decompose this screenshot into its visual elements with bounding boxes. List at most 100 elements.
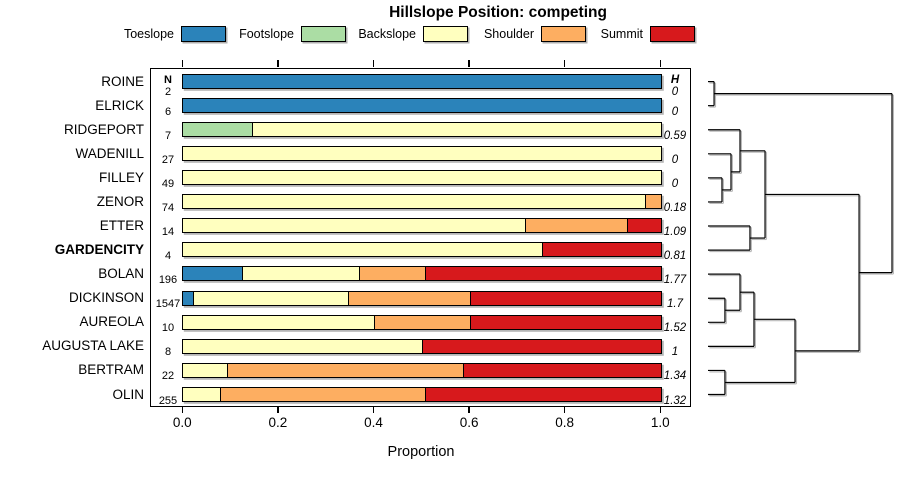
legend-label: Footslope [239,27,294,41]
bar-segment-shoulder [374,315,471,329]
tick-bottom [563,406,566,413]
row-label: AUGUSTA LAKE [42,338,144,354]
n-count: 10 [161,322,175,335]
legend-label: Backslope [358,27,416,41]
h-index: 0 [671,153,679,166]
h-index: 1.52 [663,322,687,335]
x-tick-label: 0.6 [459,415,479,430]
tick-bottom [659,406,662,413]
legend-label: Toeslope [123,27,174,41]
legend-item-shoulder: Shoulder [423,26,586,42]
stacked-bar [182,170,663,186]
row-label: ETTER [99,218,144,234]
row-label: OLIN [112,386,144,402]
stacked-bar [182,122,663,138]
bar-segment-shoulder [524,219,627,233]
bar-segment-shoulder [644,195,662,209]
legend-swatch [650,26,695,42]
tick-top [277,60,279,67]
x-tick-label: 0.0 [172,415,192,430]
chart-title: Hillslope Position: competing [389,4,607,21]
row-label: DICKINSON [68,290,144,306]
bar-segment-shoulder [220,387,425,401]
h-index: 1.09 [663,226,687,239]
stacked-bar [182,146,663,162]
n-count: 196 [158,274,178,287]
bar-segment-backslope [183,243,542,257]
legend-swatch [423,26,468,42]
bar-segment-backslope [183,315,375,329]
tick-bottom [372,406,375,413]
stacked-bar [182,338,663,354]
bar-segment-shoulder [348,291,471,305]
h-index: 1.77 [663,274,687,287]
legend-item-footslope: Footslope [183,26,346,42]
stacked-bar [182,242,663,258]
tick-top [372,60,375,67]
x-tick-label: 0.4 [364,415,383,430]
stacked-bar [182,362,663,378]
stacked-bar [182,97,663,113]
n-count: 1547 [155,298,181,311]
n-count: 8 [164,346,172,359]
legend-swatch [301,26,346,42]
tick-top [659,60,662,67]
bar-segment-backslope [183,339,423,353]
x-axis-title: Proportion [387,444,455,460]
row-label: BERTRAM [78,362,144,378]
bar-segment-summit [470,315,662,329]
bar-segment-backslope [183,171,662,185]
bar-segment-backslope [183,195,645,209]
bar-segment-backslope [251,123,662,137]
h-index: 1.32 [663,394,687,407]
stacked-bar [182,290,663,306]
x-tick-label: 0.8 [555,415,575,430]
n-count: 4 [164,250,172,263]
bar-segment-backslope [183,147,662,161]
legend-item-summit: Summit [532,26,695,42]
bar-segment-shoulder [226,363,464,377]
h-index: 1 [671,346,679,359]
bar-segment-toeslope [183,74,662,88]
row-label: GARDENCITY [54,242,144,258]
stacked-bar [182,218,663,234]
n-count-value: 2 [164,85,172,98]
bar-segment-summit [541,243,662,257]
row-label: FILLEY [98,169,144,185]
n-count: 74 [161,201,175,214]
bar-segment-shoulder [358,267,425,281]
n-count: 255 [158,394,178,407]
h-index: 0.59 [663,129,687,142]
tick-bottom [277,406,279,413]
dendrogram-shadow [709,82,894,397]
n-count: 6 [164,105,172,118]
row-label: ELRICK [95,97,144,113]
h-index-header: H [670,73,680,86]
bar-segment-summit [626,219,662,233]
n-count: 7 [164,129,172,142]
bar-segment-toeslope [183,98,662,112]
h-index: 0 [671,177,679,190]
legend-swatch [181,26,226,42]
bar-segment-backslope [183,219,525,233]
tick-bottom [468,406,470,413]
tick-top [181,60,184,67]
h-index: 1.34 [663,370,687,383]
stacked-bar [182,314,663,330]
row-label: ROINE [101,73,144,89]
bar-segment-summit [470,291,662,305]
legend-item-backslope: Backslope [305,26,468,42]
stacked-bar [182,266,663,282]
h-index-value: 0 [671,85,679,98]
row-label: RIDGEPORT [63,121,144,137]
row-label: AUREOLA [79,314,144,330]
legend-item-toeslope: Toeslope [63,26,226,42]
row-label: BOLAN [98,266,144,282]
bar-segment-backslope [193,291,349,305]
legend-swatch [541,26,586,42]
n-count: 14 [161,226,175,239]
